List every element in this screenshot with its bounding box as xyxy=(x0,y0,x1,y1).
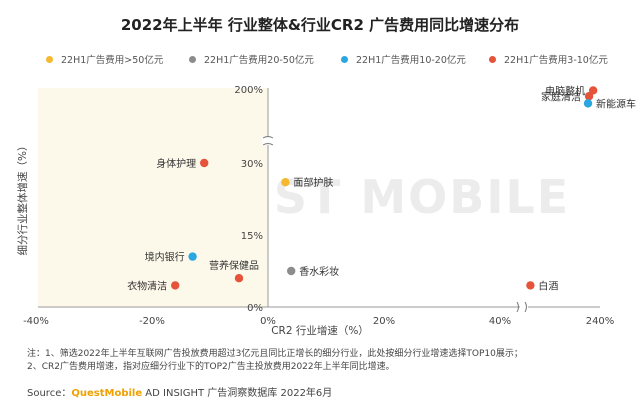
data-point-label: 面部护肤 xyxy=(293,176,333,189)
data-point xyxy=(583,99,593,108)
legend-dot-icon xyxy=(189,55,196,63)
x-tick-label: 240% xyxy=(586,316,615,327)
legend-item-3-10: 22H1广告费用3-10亿元 xyxy=(489,52,608,66)
data-point-label: 家庭清洁 xyxy=(541,90,581,103)
legend-label: 22H1广告费用10-20亿元 xyxy=(356,55,466,66)
legend-dot-icon xyxy=(46,55,53,63)
data-point-label: 电脑整机 xyxy=(545,84,585,97)
data-point xyxy=(200,158,209,168)
legend-item-10-20: 22H1广告费用10-20亿元 xyxy=(341,52,466,66)
legend-label: 22H1广告费用>50亿元 xyxy=(61,55,164,66)
data-point xyxy=(588,86,598,95)
data-point-label: 新能源车 xyxy=(596,97,636,110)
data-point xyxy=(171,281,180,290)
data-point xyxy=(526,281,535,290)
data-point-label: 香水彩妆 xyxy=(299,265,339,278)
y-axis-label: 细分行业整体增速（%） xyxy=(16,141,29,256)
legend-item-gt50: 22H1广告费用>50亿元 xyxy=(46,52,163,66)
legend-label: 22H1广告费用20-50亿元 xyxy=(204,55,314,66)
source-text: AD INSIGHT 广告洞察数据库 2022年6月 xyxy=(142,388,333,399)
x-tick-label: -40% xyxy=(23,316,49,327)
source-prefix: Source： xyxy=(27,388,72,399)
chart-title: 2022年上半年 行业整体&行业CR2 广告费用同比增速分布 xyxy=(120,16,520,34)
data-point-label: 身体护理 xyxy=(156,157,196,170)
source-brand: QuestMobile xyxy=(71,388,143,399)
legend-item-20-50: 22H1广告费用20-50亿元 xyxy=(189,52,314,66)
source-line: Source：QuestMobile AD INSIGHT 广告洞察数据库 20… xyxy=(27,384,332,399)
y-axis-break xyxy=(262,136,274,146)
data-point-label: 营养保健品 xyxy=(209,259,259,272)
x-tick-label: 0% xyxy=(260,316,276,327)
x-axis-break xyxy=(516,301,528,313)
x-tick-label: 40% xyxy=(489,316,511,327)
note-line-1: 注：1、筛选2022年上半年互联网广告投放费用超过3亿元且同比正增长的细分行业，… xyxy=(27,349,523,359)
legend-label: 22H1广告费用3-10亿元 xyxy=(504,55,608,66)
y-tick-label: 15% xyxy=(241,231,263,242)
x-axis-label: CR2 行业增速（%） xyxy=(271,324,369,337)
x-tick-label: 20% xyxy=(373,316,395,327)
data-point xyxy=(287,266,296,276)
data-point xyxy=(188,252,197,261)
y-tick-label: 30% xyxy=(241,159,263,170)
data-point-label: 白酒 xyxy=(538,279,558,292)
data-point-label: 境内银行 xyxy=(145,251,185,264)
y-tick-label: 200% xyxy=(234,85,263,96)
legend-dot-icon xyxy=(489,55,496,63)
legend: 22H1广告费用>50亿元 22H1广告费用20-50亿元 22H1广告费用10… xyxy=(46,52,626,66)
data-point xyxy=(281,178,290,187)
y-tick-label: 0% xyxy=(247,303,263,314)
data-point xyxy=(234,274,244,283)
note-line-2: 2、CR2广告费用增速，指对应细分行业下的TOP2广告主投放费用2022年上半年… xyxy=(27,362,395,372)
highlight-quadrant xyxy=(38,88,268,307)
data-point-label: 衣物清洁 xyxy=(127,279,167,292)
x-tick-label: -20% xyxy=(139,316,165,327)
legend-dot-icon xyxy=(341,55,348,63)
notes: 注：1、筛选2022年上半年互联网广告投放费用超过3亿元且同比正增长的细分行业，… xyxy=(27,348,627,374)
data-point xyxy=(584,92,594,101)
